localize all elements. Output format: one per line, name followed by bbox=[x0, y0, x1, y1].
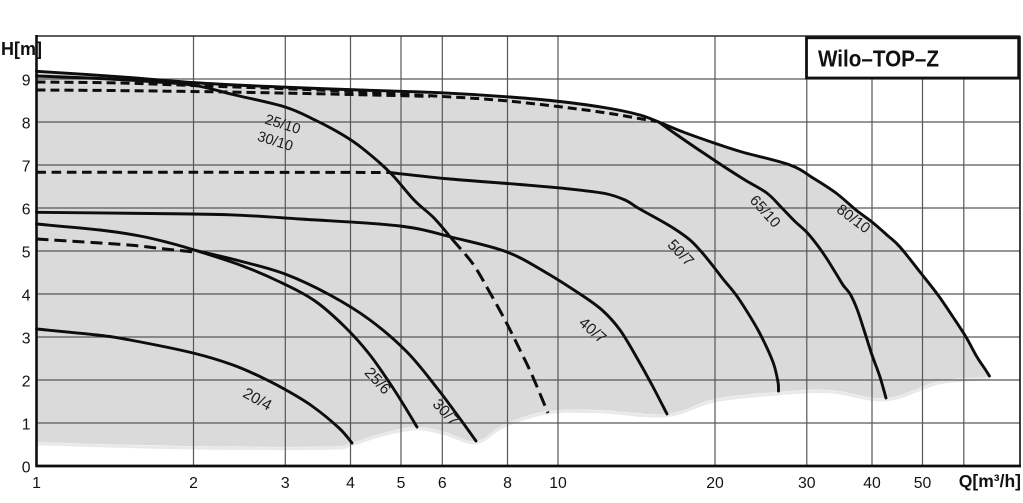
svg-text:3: 3 bbox=[22, 331, 31, 348]
svg-text:20: 20 bbox=[706, 475, 724, 492]
svg-text:50: 50 bbox=[914, 475, 932, 492]
svg-text:7: 7 bbox=[22, 159, 31, 176]
svg-text:1: 1 bbox=[22, 417, 31, 434]
svg-text:6: 6 bbox=[22, 202, 31, 219]
svg-text:2: 2 bbox=[189, 475, 198, 492]
svg-text:30: 30 bbox=[798, 475, 816, 492]
svg-text:Q[m³/h]: Q[m³/h] bbox=[959, 471, 1021, 491]
svg-text:4: 4 bbox=[346, 475, 355, 492]
svg-text:1: 1 bbox=[32, 475, 41, 492]
svg-text:8: 8 bbox=[22, 116, 31, 133]
svg-text:40: 40 bbox=[863, 475, 881, 492]
svg-text:5: 5 bbox=[22, 245, 31, 262]
svg-text:9: 9 bbox=[22, 73, 31, 90]
svg-text:Wilo–TOP–Z: Wilo–TOP–Z bbox=[818, 46, 939, 72]
svg-text:3: 3 bbox=[281, 475, 290, 492]
svg-text:6: 6 bbox=[438, 475, 447, 492]
svg-text:4: 4 bbox=[22, 288, 31, 305]
svg-text:10: 10 bbox=[549, 475, 567, 492]
svg-text:5: 5 bbox=[397, 475, 406, 492]
svg-text:2: 2 bbox=[22, 374, 31, 391]
svg-text:0: 0 bbox=[22, 460, 31, 477]
svg-text:8: 8 bbox=[503, 475, 512, 492]
svg-text:H[m]: H[m] bbox=[1, 39, 42, 59]
